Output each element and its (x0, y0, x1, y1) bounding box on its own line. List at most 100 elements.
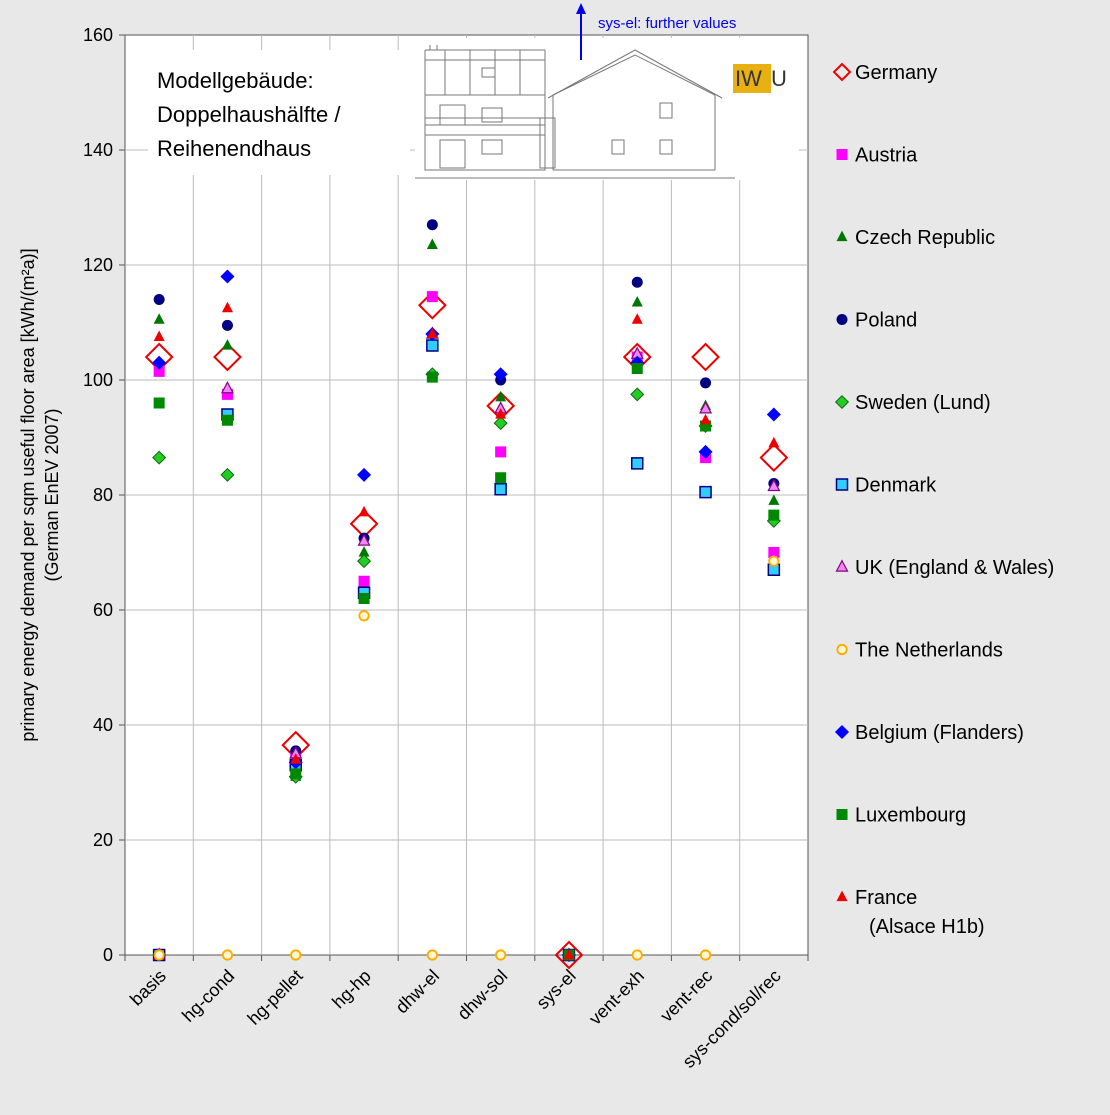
data-point (493, 416, 508, 431)
data-point (426, 219, 438, 231)
data-point (358, 546, 370, 557)
y-tick-label: 140 (83, 140, 113, 160)
data-point (700, 420, 712, 432)
data-point (631, 296, 643, 307)
data-point (495, 472, 507, 484)
y-tick-label: 80 (93, 485, 113, 505)
data-point (563, 948, 575, 960)
note-arrow-head (576, 3, 586, 14)
x-tick-label: vent-rec (656, 966, 716, 1026)
legend: Germany Austria Czech Republic Poland Sweden… (832, 62, 1054, 938)
data-point (631, 949, 643, 961)
data-point (554, 940, 584, 970)
data-point (357, 533, 371, 546)
data-point (631, 363, 643, 374)
legend-label: The Netherlands (855, 640, 1003, 662)
legend-label: Germany (855, 62, 937, 84)
data-point (495, 446, 507, 458)
data-point (426, 291, 438, 303)
data-point (221, 301, 233, 313)
data-point (358, 505, 370, 517)
data-point (768, 547, 780, 558)
logo-highlight (733, 64, 771, 93)
data-point (691, 342, 720, 372)
y-tick-label: 20 (93, 830, 113, 850)
annotation-line-3: Reihenendhaus (157, 136, 311, 161)
legend-marker (832, 62, 852, 82)
data-point (153, 397, 165, 409)
data-point (221, 388, 233, 400)
data-point (700, 413, 712, 425)
y-tick-label: 60 (93, 600, 113, 620)
legend-marker (836, 643, 848, 656)
x-axis: basis hg-cond hg-pellet hg-hp dhw-el dhw-sol s… (124, 955, 809, 1072)
data-point (357, 554, 372, 569)
legend-label: France (855, 887, 917, 909)
data-point (220, 381, 234, 394)
data-point (153, 330, 165, 341)
data-point (768, 509, 780, 521)
legend-marker (836, 890, 848, 902)
data-point (766, 407, 781, 422)
data-point (426, 339, 439, 352)
data-point (357, 467, 372, 482)
legend-marker (836, 230, 848, 242)
data-point (631, 276, 643, 288)
data-point (698, 444, 713, 459)
x-tick-label: vent-exh (585, 966, 648, 1029)
legend-marker (836, 809, 848, 820)
data-point (290, 768, 302, 780)
data-point (495, 408, 507, 419)
legend-label: Czech Republic (855, 227, 995, 249)
data-point (495, 390, 507, 402)
y-axis-label-2: (German EnEV 2007) (42, 408, 62, 581)
legend-label: Poland (855, 310, 917, 332)
legend-label: Sweden (Lund) (855, 392, 991, 414)
data-point (631, 457, 644, 470)
data-point (699, 485, 712, 499)
data-point (153, 313, 165, 324)
data-point (426, 238, 438, 249)
legend-marker (835, 559, 849, 572)
data-point (494, 483, 507, 496)
data-point (221, 949, 234, 961)
data-point (290, 949, 302, 961)
data-point (495, 949, 507, 961)
y-axis-label: primary energy demand per sqm useful flo… (18, 248, 38, 741)
house-drawing (415, 38, 799, 180)
data-point (221, 319, 233, 331)
data-point (768, 436, 780, 448)
data-point (631, 313, 643, 324)
annotation-line-1: Modellgebäude: (157, 68, 314, 93)
data-point (767, 478, 781, 492)
data-point (153, 294, 165, 305)
legend-label: Denmark (855, 475, 937, 497)
x-tick-label: basis (126, 966, 170, 1010)
data-point (213, 342, 242, 372)
legend-label: Belgium (Flanders) (855, 722, 1024, 744)
data-marks (144, 219, 789, 970)
data-point (153, 365, 165, 377)
y-tick-label: 0 (103, 945, 113, 965)
y-tick-label: 100 (83, 370, 113, 390)
logo-suffix: U (771, 66, 787, 91)
x-tick-label: sys-el (532, 966, 579, 1013)
logo-prefix: IW (735, 66, 762, 91)
data-point (699, 949, 712, 961)
annotation-box (148, 50, 410, 175)
legend-marker (836, 149, 848, 160)
data-point (153, 949, 165, 961)
x-tick-label: hg-cond (178, 966, 238, 1026)
data-point (358, 575, 370, 587)
data-point (768, 555, 780, 567)
data-point (426, 949, 438, 961)
data-point (152, 355, 167, 370)
legend-marker (834, 394, 850, 410)
y-tick-label: 120 (83, 255, 113, 275)
data-point (290, 753, 302, 764)
data-point (417, 290, 447, 320)
x-tick-label: hg-pellet (244, 966, 307, 1029)
data-point (426, 371, 438, 383)
legend-label: Austria (855, 145, 918, 167)
data-point (358, 610, 370, 622)
